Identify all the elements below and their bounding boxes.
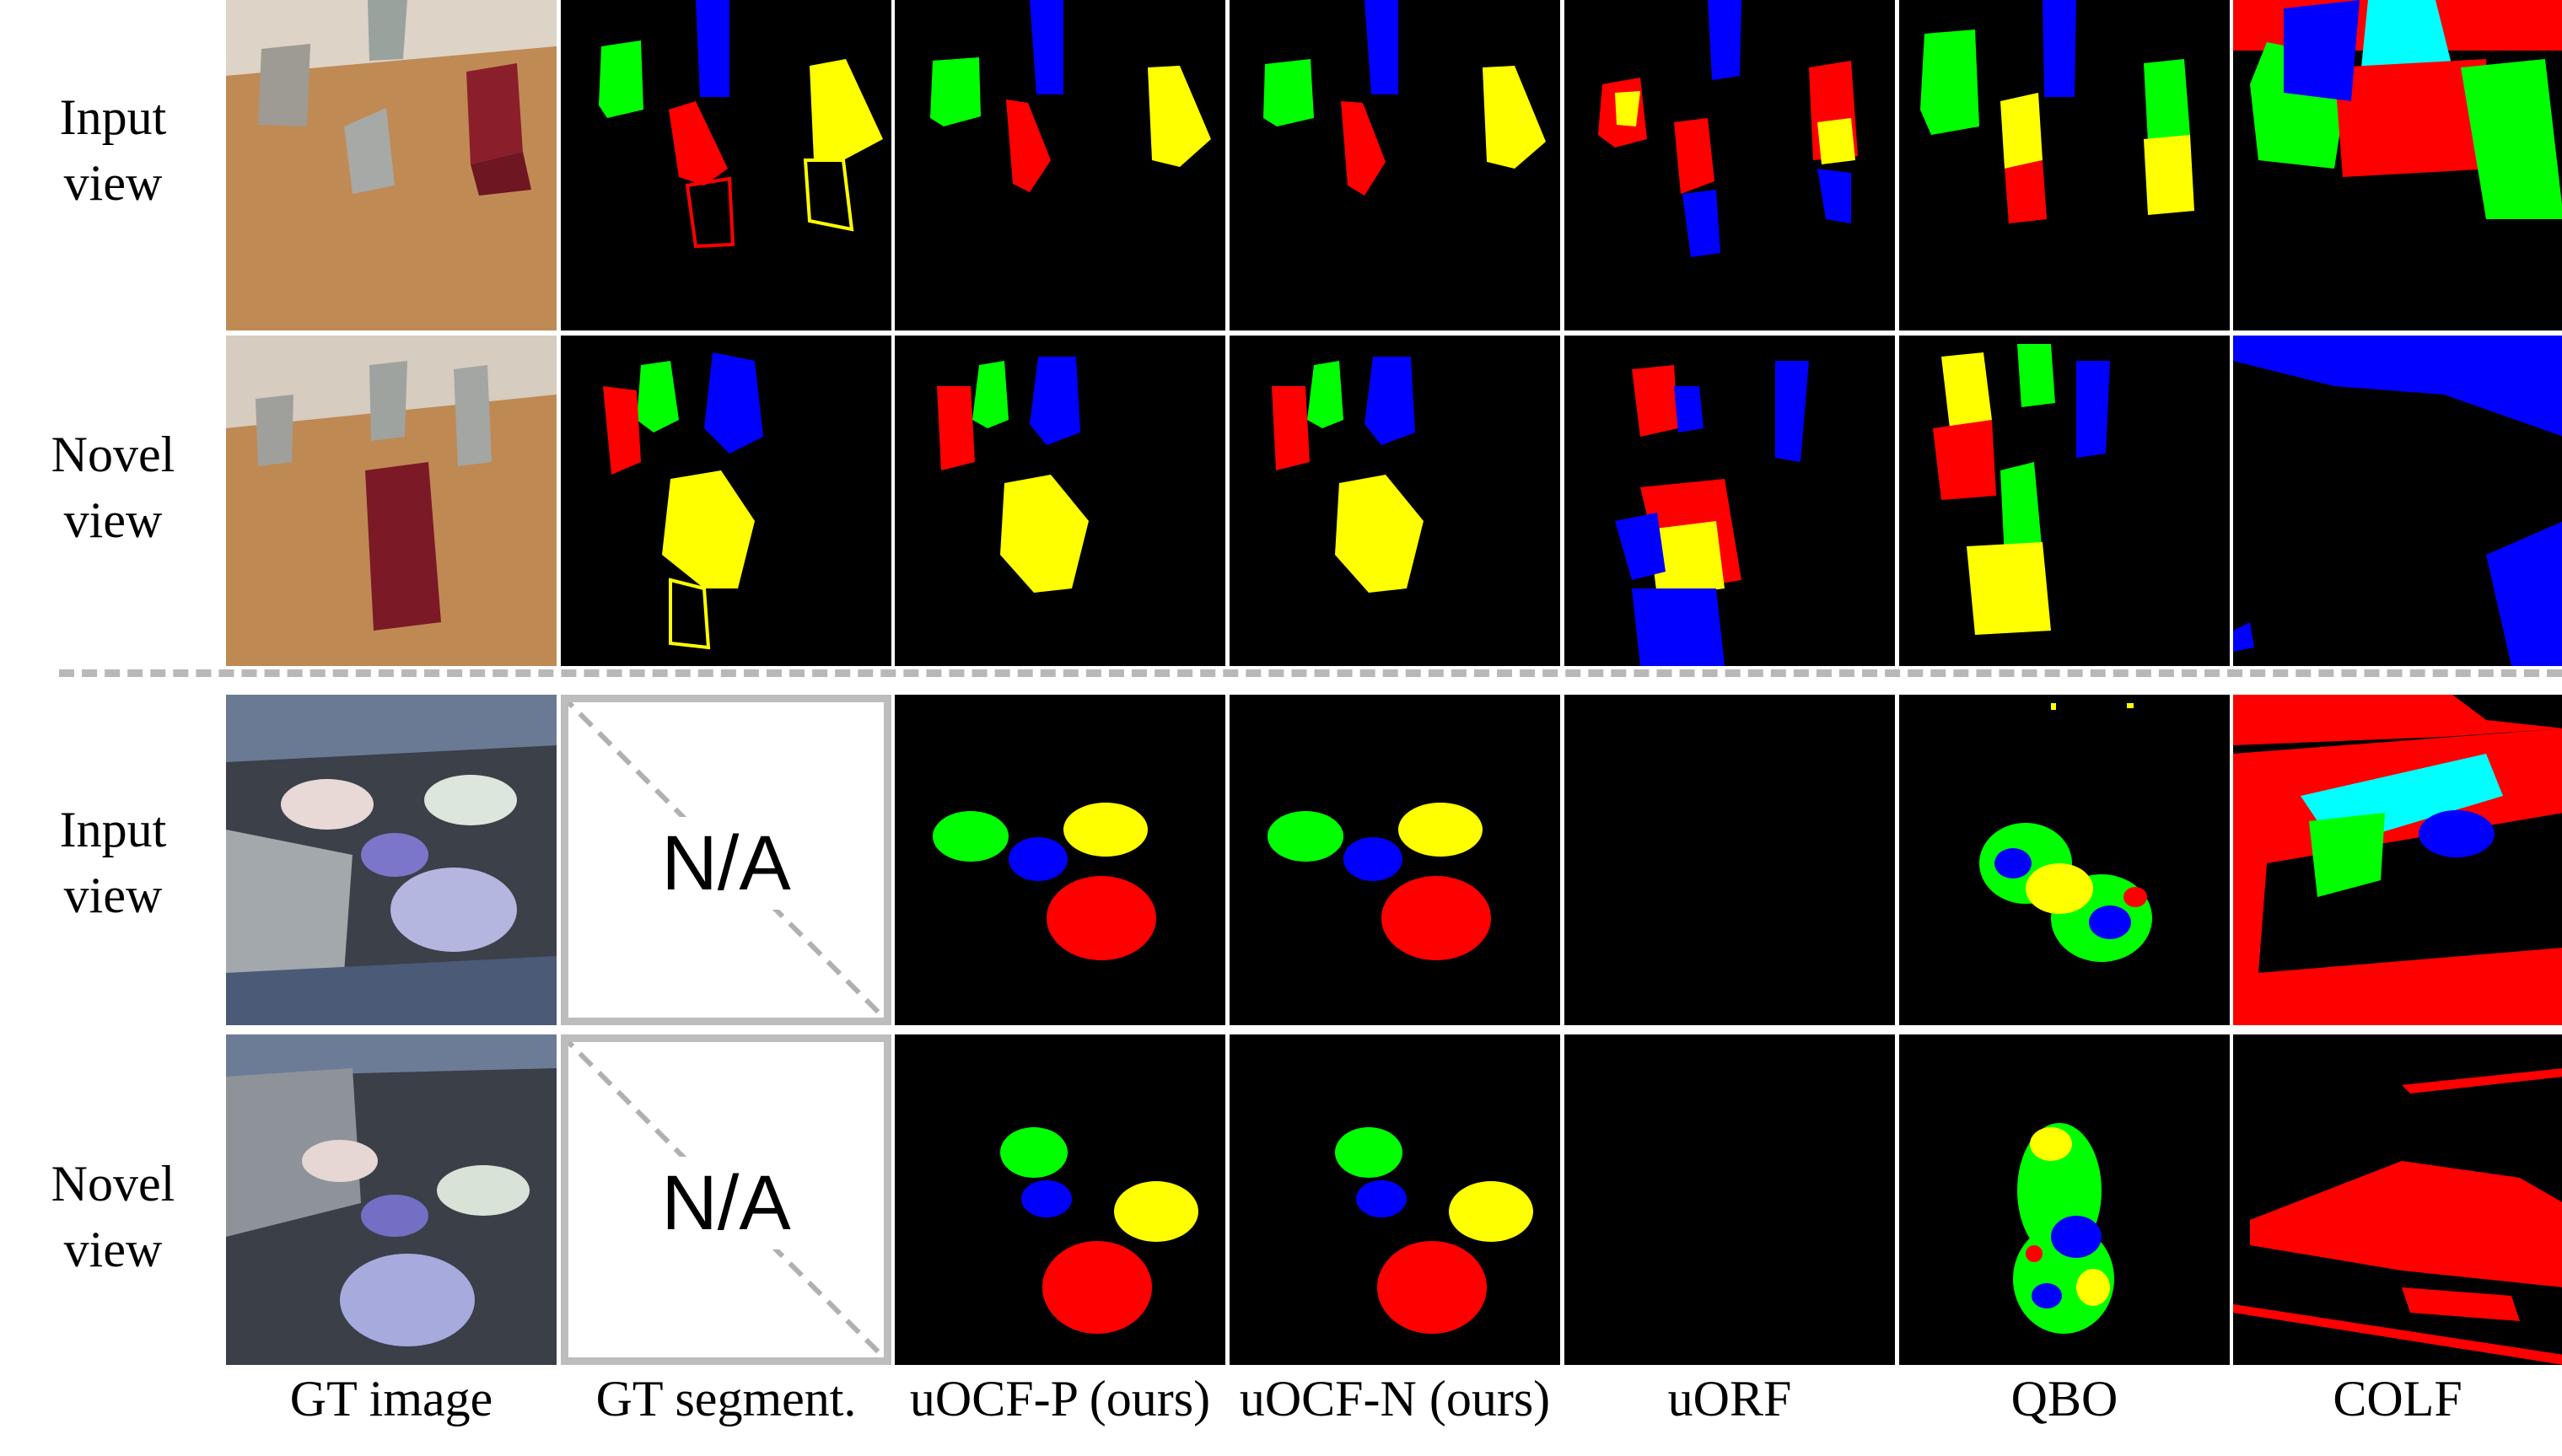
gt-image-chairs-input xyxy=(226,0,557,330)
uocf-p-kitchen-input xyxy=(895,695,1225,1025)
colf-kitchen-input xyxy=(2233,695,2562,1025)
col-label-gt-image: GT image xyxy=(289,1371,493,1426)
qbo-chairs-novel xyxy=(1899,336,2230,666)
uocf-n-kitchen-novel xyxy=(1230,1034,1560,1365)
col-label-qbo: QBO xyxy=(2010,1371,2118,1426)
col-label-uorf: uORF xyxy=(1667,1371,1792,1426)
col-label-uocf-p: uOCF-P (ours) xyxy=(909,1371,1211,1426)
uocf-p-chairs-input xyxy=(895,0,1225,330)
uorf-chairs-input xyxy=(1564,0,1895,330)
uocf-n-chairs-novel xyxy=(1230,336,1560,666)
colf-kitchen-novel xyxy=(2233,1034,2562,1365)
col-label-colf: COLF xyxy=(2333,1371,2462,1426)
qbo-chairs-input xyxy=(1899,0,2230,330)
gt-segment-chairs-novel xyxy=(561,336,891,666)
qbo-kitchen-novel xyxy=(1899,1034,2230,1365)
uorf-kitchen-input xyxy=(1564,695,1895,1025)
uocf-p-kitchen-novel xyxy=(895,1034,1225,1365)
uocf-p-chairs-novel xyxy=(895,336,1225,666)
gt-image-chairs-novel xyxy=(226,336,557,666)
gt-segment-kitchen-novel-na: N/A xyxy=(561,1034,891,1365)
gt-segment-chairs-input xyxy=(561,0,891,330)
col-label-gt-segment: GT segment. xyxy=(595,1371,857,1426)
colf-chairs-input xyxy=(2233,0,2562,330)
colf-chairs-novel xyxy=(2233,336,2562,666)
section-divider xyxy=(59,669,2562,677)
qbo-kitchen-input xyxy=(1899,695,2230,1025)
gt-segment-kitchen-input-na: N/A xyxy=(561,695,891,1025)
row-label-novel-view-1: Novel view xyxy=(51,427,175,548)
uocf-n-kitchen-input xyxy=(1230,695,1560,1025)
uorf-kitchen-novel xyxy=(1564,1034,1895,1365)
col-label-uocf-n: uOCF-N (ours) xyxy=(1239,1371,1551,1426)
row-label-input-view-1: Input view xyxy=(59,89,167,211)
uorf-chairs-novel xyxy=(1564,336,1895,666)
uocf-n-chairs-input xyxy=(1230,0,1560,330)
gt-image-kitchen-input xyxy=(226,695,557,1025)
row-label-input-view-2: Input view xyxy=(59,802,167,923)
na-label: N/A xyxy=(650,1157,802,1249)
gt-image-kitchen-novel xyxy=(226,1034,557,1365)
na-label: N/A xyxy=(650,817,802,910)
row-label-novel-view-2: Novel view xyxy=(51,1156,175,1277)
